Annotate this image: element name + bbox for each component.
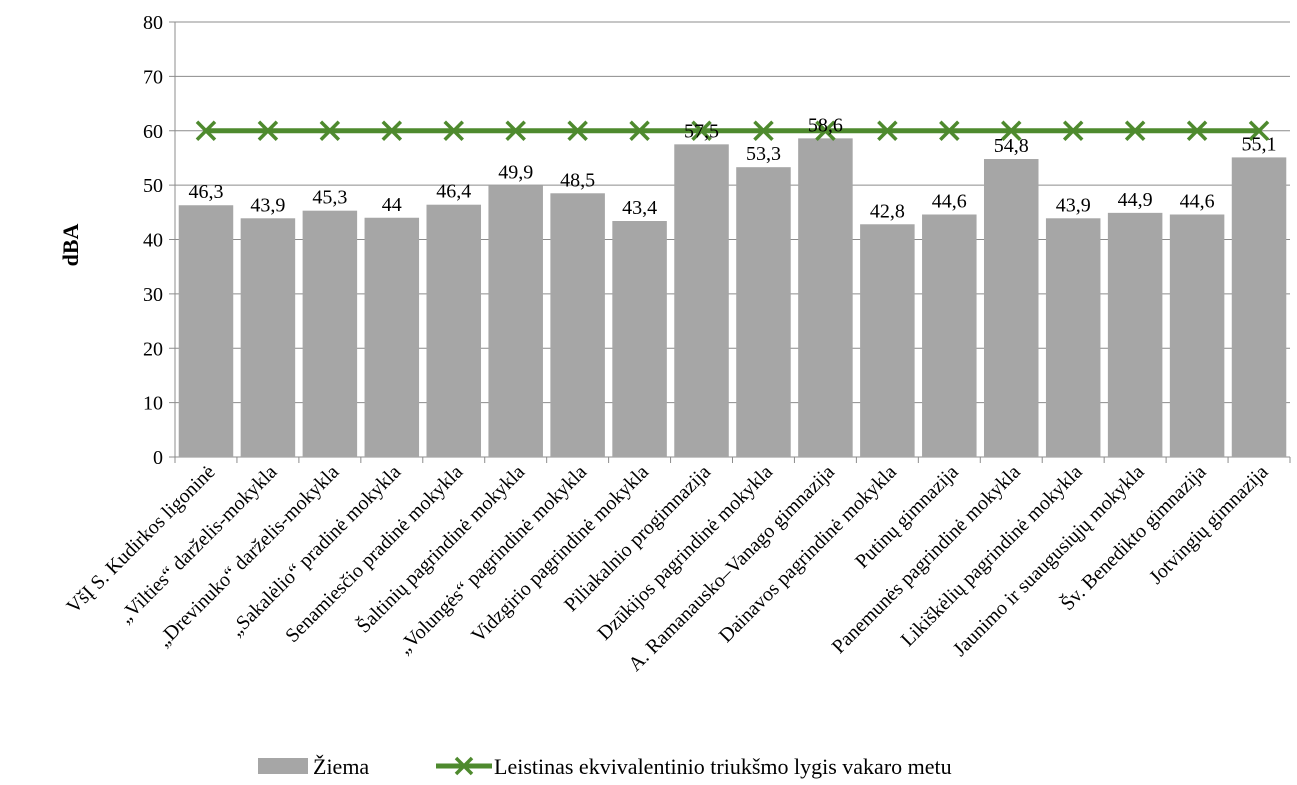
x-marker (815, 120, 836, 141)
x-marker-stroke (505, 120, 526, 141)
data-label: 43,9 (1056, 194, 1091, 216)
x-marker-stroke (567, 120, 588, 141)
bar (302, 210, 358, 457)
bars-series (178, 138, 1287, 458)
data-label: 46,3 (188, 181, 223, 203)
bar (364, 217, 420, 457)
y-tick-label: 0 (153, 447, 163, 469)
x-marker (1062, 120, 1084, 141)
x-marker (691, 120, 712, 141)
x-marker (753, 120, 774, 141)
data-label: 45,3 (312, 187, 347, 209)
x-marker (505, 120, 526, 141)
data-label: 44,6 (932, 190, 967, 212)
data-label: 44,6 (1180, 190, 1215, 212)
data-label: 43,9 (250, 194, 285, 216)
y-tick-label: 40 (143, 230, 163, 252)
legend-marker-stroke (454, 756, 474, 776)
legend: Žiema Leistinas ekvivalentinio triukšmo l… (258, 754, 952, 779)
bar (798, 138, 853, 458)
category-labels: VšĮ S. Kudirkos ligoninė„Vilties“ daržel… (63, 459, 1273, 675)
x-marker (319, 120, 341, 141)
x-marker (1248, 120, 1270, 141)
x-marker-stroke (1124, 120, 1146, 141)
category-label: Jotvingių gimnazija (1145, 461, 1273, 589)
x-marker (877, 120, 898, 141)
x-marker-stroke (195, 120, 217, 141)
x-marker-stroke (1186, 120, 1208, 141)
x-marker-stroke (1248, 120, 1270, 141)
legend-label-line: Leistinas ekvivalentinio triukšmo lygis … (494, 754, 952, 779)
data-label: 44 (382, 194, 402, 216)
x-marker-stroke (691, 120, 712, 141)
data-label: 44,9 (1118, 189, 1153, 211)
x-marker (443, 120, 464, 141)
bar (240, 218, 296, 457)
data-label: 46,4 (436, 181, 471, 203)
y-tick-label: 80 (143, 12, 163, 34)
y-tick-label: 10 (143, 393, 163, 415)
data-labels: 46,3 43,9 45,3 44 46,4 49,9 48,5 43,4 57,5 53,3 58… (188, 114, 1276, 222)
bar (550, 193, 605, 457)
axes: 0 10 20 30 40 50 60 70 80 (143, 12, 1291, 469)
x-marker (1186, 120, 1208, 141)
x-marker-stroke (443, 120, 464, 141)
x-marker-stroke (939, 120, 960, 141)
data-label: 57,5 (684, 120, 719, 142)
bar (426, 204, 482, 457)
x-marker-stroke (319, 120, 341, 141)
x-marker (567, 120, 588, 141)
data-label: 55,1 (1242, 133, 1277, 155)
y-tick-label: 30 (143, 284, 163, 306)
x-marker-stroke (257, 120, 279, 141)
x-marker (195, 120, 217, 141)
data-label: 48,5 (560, 169, 595, 191)
x-marker-stroke (815, 120, 836, 141)
bar (1045, 218, 1101, 457)
bar (736, 167, 791, 457)
x-marker (629, 120, 650, 141)
bar (612, 221, 667, 457)
x-marker-stroke (629, 120, 650, 141)
bar (488, 185, 543, 457)
bar (983, 159, 1039, 457)
legend-swatch-bar (258, 758, 308, 774)
data-label: 58,6 (808, 114, 843, 136)
y-axis-label: dBA (58, 223, 83, 266)
legend-label-bar: Žiema (313, 754, 369, 779)
x-marker-stroke (381, 120, 403, 141)
x-marker (257, 120, 279, 141)
x-marker-stroke (753, 120, 774, 141)
bar (1107, 212, 1163, 457)
bar (922, 214, 977, 457)
data-label: 43,4 (622, 197, 657, 219)
bar (674, 144, 729, 457)
y-tick-label: 20 (143, 338, 163, 360)
bar (1231, 157, 1287, 458)
x-marker-stroke (1001, 120, 1022, 141)
y-tick-label: 60 (143, 121, 163, 143)
x-marker (1124, 120, 1146, 141)
data-label: 49,9 (498, 162, 533, 184)
x-marker-stroke (877, 120, 898, 141)
data-label: 54,8 (994, 135, 1029, 157)
x-marker (939, 120, 960, 141)
data-label: 42,8 (870, 200, 905, 222)
x-marker (1001, 120, 1022, 141)
bar (178, 205, 234, 457)
x-marker-stroke (1062, 120, 1084, 141)
data-label: 53,3 (746, 143, 781, 165)
x-marker (381, 120, 403, 141)
bar (860, 224, 915, 457)
y-tick-label: 70 (143, 66, 163, 88)
limit-line-series (195, 120, 1270, 141)
bar (1169, 214, 1225, 457)
y-tick-label: 50 (143, 175, 163, 197)
